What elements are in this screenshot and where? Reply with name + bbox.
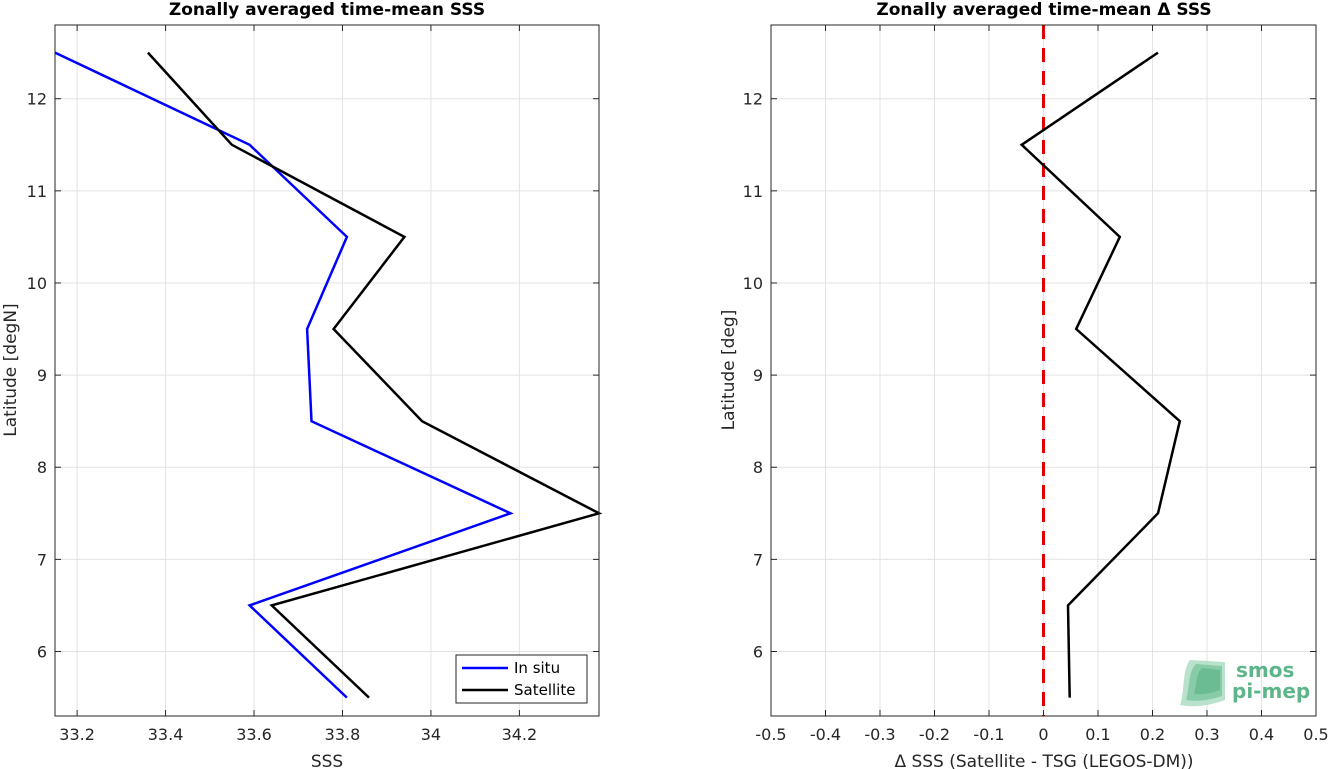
x-tick-label: 33.8 — [325, 725, 361, 744]
x-tick-label: 0.2 — [1140, 725, 1165, 744]
y-tick-label: 6 — [37, 643, 47, 662]
smos-pi-mep-logo: smos pi-mep — [1180, 658, 1310, 707]
x-tick-label: 0 — [1038, 725, 1048, 744]
x-tick-label: -0.3 — [864, 725, 895, 744]
sss-grid — [55, 25, 599, 716]
sss-y-axis-label: Latitude [degN] — [1, 303, 21, 436]
y-tick-label: 10 — [743, 274, 763, 293]
x-tick-label: 0.3 — [1194, 725, 1219, 744]
y-tick-label: 9 — [37, 366, 47, 385]
y-tick-label: 10 — [27, 274, 47, 293]
sss-panel: Zonally averaged time-mean SSS 33.2 33.4 3… — [1, 0, 603, 769]
sss-x-axis-label: SSS — [311, 752, 343, 769]
delta-chart-title: Zonally averaged time-mean Δ SSS — [876, 0, 1211, 20]
legend: In situ Satellite — [455, 654, 588, 704]
series-line-delta-sss — [1019, 51, 1182, 698]
delta-series — [1019, 25, 1182, 716]
x-tick-label: 0.4 — [1249, 725, 1274, 744]
logo-line-1: smos — [1236, 658, 1294, 682]
y-tick-label: 11 — [27, 182, 47, 201]
x-tick-label: 33.6 — [236, 725, 272, 744]
sss-series — [54, 51, 603, 699]
x-tick-label: 34.2 — [502, 725, 538, 744]
y-tick-label: 6 — [753, 643, 763, 662]
x-tick-label: 0.1 — [1085, 725, 1110, 744]
sss-ticks: 33.2 33.4 33.6 33.8 34 34.2 6 7 8 9 10 11 12 — [27, 25, 599, 744]
x-tick-label: 33.4 — [148, 725, 184, 744]
x-tick-label: -0.1 — [973, 725, 1004, 744]
y-tick-label: 7 — [753, 550, 763, 569]
x-tick-label: 33.2 — [59, 725, 95, 744]
x-tick-label: 0.5 — [1303, 725, 1328, 744]
sss-axes-box — [54, 24, 600, 717]
legend-box — [455, 654, 588, 704]
x-tick-label: 34 — [421, 725, 441, 744]
delta-sss-panel: Zonally averaged time-mean Δ SSS -0.5 -0.… — [719, 0, 1329, 769]
logo-line-2: pi-mep — [1232, 679, 1310, 703]
logo-wave-icon — [1180, 660, 1225, 707]
y-tick-label: 8 — [753, 458, 763, 477]
y-tick-label: 7 — [37, 550, 47, 569]
legend-label-in-situ: In situ — [514, 659, 560, 677]
y-tick-label: 11 — [743, 182, 763, 201]
delta-ticks: -0.5 -0.4 -0.3 -0.2 -0.1 0 0.1 0.2 0.3 0.4 0.5 6 7 8 9… — [743, 25, 1329, 744]
series-line-in-situ — [54, 51, 514, 699]
series-line-satellite — [146, 51, 603, 699]
y-tick-label: 12 — [743, 90, 763, 109]
delta-y-axis-label: Latitude [deg] — [719, 310, 739, 431]
y-tick-label: 8 — [37, 458, 47, 477]
legend-label-satellite: Satellite — [514, 681, 575, 699]
y-tick-label: 12 — [27, 90, 47, 109]
x-tick-label: -0.4 — [810, 725, 841, 744]
x-tick-label: -0.5 — [755, 725, 786, 744]
x-tick-label: -0.2 — [919, 725, 950, 744]
sss-chart-title: Zonally averaged time-mean SSS — [169, 0, 485, 20]
y-tick-label: 9 — [753, 366, 763, 385]
delta-x-axis-label: Δ SSS (Satellite - TSG (LEGOS-DM)) — [894, 752, 1193, 769]
